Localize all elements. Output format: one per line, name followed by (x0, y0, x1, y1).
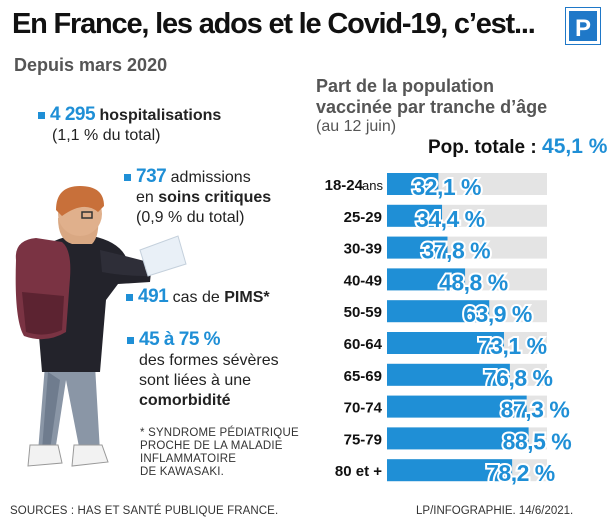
category-label: 30-39 (344, 241, 382, 258)
chart-title-line: vaccinée par tranche d’âge (316, 97, 548, 117)
footnote-line: PROCHE DE LA MALADIE (140, 440, 283, 452)
stat-number: 491 (138, 286, 169, 307)
value-label: 37,8 % (421, 238, 490, 264)
subtitle: Depuis mars 2020 (14, 55, 168, 75)
category-label: 50-59 (344, 304, 382, 321)
bar-80-et-+ (387, 459, 513, 482)
stat-detail: (0,9 % du total) (136, 209, 245, 226)
stat-critical-care: 737 admissions en soins critiques (0,9 %… (124, 167, 271, 228)
stat-label-bold: soins critiques (158, 189, 272, 206)
stat-label: admissions (170, 169, 251, 186)
bullet-square-icon (126, 294, 133, 302)
value-label: 88,5 % (503, 428, 572, 454)
bar-50-59 (387, 300, 490, 323)
category-label: 75-79 (344, 431, 382, 448)
footnote: * SYNDROME PÉDIATRIQUE PROCHE DE LA MALA… (140, 427, 299, 479)
stat-pims: 491 cas de PIMS* (126, 287, 270, 308)
chart-title: Part de la population vaccinée par tranc… (316, 76, 547, 118)
stat-label-prefix: en (136, 189, 159, 206)
stat-label: hospitalisations (99, 107, 222, 124)
stat-label-bold: PIMS* (224, 289, 270, 306)
value-label: 76,8 % (484, 365, 553, 391)
stat-detail: (1,1 % du total) (52, 127, 161, 144)
stat-hospitalisations: 4 295 hospitalisations (1,1 % du total) (38, 105, 221, 146)
page-title: En France, les ados et le Covid-19, c’es… (12, 8, 536, 40)
teen-figure (15, 186, 187, 467)
category-label: 70-74 (344, 400, 383, 417)
chart-title-line: Part de la population (316, 76, 495, 96)
bar-30-39 (387, 236, 448, 259)
value-label: 32,1 % (412, 174, 481, 200)
value-label: 87,3 % (501, 397, 570, 423)
category-label: 60-64 (344, 336, 383, 353)
bar-65-69 (387, 363, 510, 386)
sources: SOURCES : HAS ET SANTÉ PUBLIQUE FRANCE. (10, 505, 279, 517)
value-label: 34,4 % (416, 206, 485, 232)
total-value: 45,1 % (542, 135, 608, 158)
stat-number: 737 (136, 166, 167, 187)
bullet-square-icon (124, 174, 131, 182)
bar-60-64 (387, 332, 504, 354)
footnote-line: DE KAWASAKI. (140, 466, 224, 478)
footnote-line: INFLAMMATOIRE (140, 453, 237, 465)
stat-label: cas de (172, 289, 225, 306)
stat-line-bold: comorbidité (139, 392, 231, 409)
category-label: 25-29 (344, 209, 382, 226)
value-label: 78,2 % (486, 460, 555, 486)
stat-comorbidity: 45 à 75 % des formes sévères sont liées … (127, 330, 279, 411)
total-label: Pop. totale : (428, 137, 537, 158)
footnote-line: * SYNDROME PÉDIATRIQUE (140, 427, 299, 439)
category-label: 18-24 (325, 177, 364, 194)
category-label: 65-69 (344, 368, 382, 385)
category-unit-label: ans (362, 178, 383, 193)
bullet-square-icon (127, 337, 134, 345)
stat-line: des formes sévères (139, 352, 279, 369)
chart-date: (au 12 juin) (316, 118, 397, 135)
value-label: 48,8 % (439, 269, 508, 295)
category-label: 80 et + (335, 463, 382, 480)
bar-25-29 (387, 204, 443, 227)
bar-40-49 (387, 268, 466, 291)
bar-18-24 (387, 173, 439, 195)
bullet-square-icon (38, 112, 45, 120)
credit: LP/INFOGRAPHIE. 14/6/2021. (416, 505, 574, 517)
value-label: 63,9 % (463, 301, 532, 327)
stat-number: 45 à 75 % (139, 329, 221, 350)
bar-75-79 (387, 427, 529, 450)
category-label: 40-49 (344, 272, 382, 289)
total-population: Pop. totale : 45,1 % (428, 135, 607, 159)
stat-number: 4 295 (50, 104, 96, 125)
le-parisien-logo: P (565, 7, 601, 45)
value-label: 73,1 % (478, 333, 547, 359)
stat-line: sont liées à une (139, 372, 252, 389)
bar-70-74 (387, 395, 527, 418)
